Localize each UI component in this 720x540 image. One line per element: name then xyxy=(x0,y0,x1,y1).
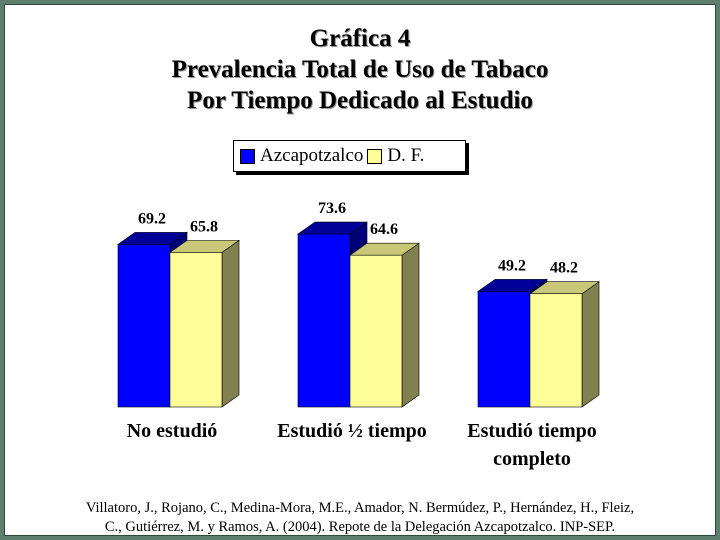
title-line-3: Por Tiempo Dedicado al Estudio xyxy=(187,87,533,114)
legend-label-azcapotzalco: Azcapotzalco xyxy=(260,145,364,166)
bar-tiempo-completo-azcapotzalco-top xyxy=(477,279,548,292)
title-line-1: Gráfica 4 xyxy=(309,25,411,52)
value-label-no-estudio-azcapotzalco: 69.2 xyxy=(138,210,166,227)
bar-medio-tiempo-df-top xyxy=(349,242,420,256)
bar-no-estudio-azcapotzalco xyxy=(117,244,171,408)
source-line-2: C., Gutiérrez, M. y Ramos, A. (2004). Re… xyxy=(104,519,616,535)
bar-no-estudio-df-top xyxy=(169,240,240,253)
bar-no-estudio-azcapotzalco-top xyxy=(117,232,188,245)
chart-legend: Azcapotzalco D. F. xyxy=(233,140,466,172)
category-label-tiempo-completo-line-2: completo xyxy=(493,448,571,470)
bar-chart: 69.2 65.8 No estudió 73.6 64.6 Estudió ½ tiem… xyxy=(117,200,600,470)
bar-tiempo-completo-azcapotzalco xyxy=(477,291,531,408)
value-label-no-estudio-df: 65.8 xyxy=(190,218,218,235)
chart-title: Gráfica 4 Prevalencia Total de Uso de Ta… xyxy=(5,23,715,116)
bar-no-estudio-df xyxy=(169,252,223,408)
bar-medio-tiempo-azcapotzalco-top xyxy=(297,221,368,235)
bar-tiempo-completo-df-side xyxy=(581,281,600,408)
bar-tiempo-completo-df-top xyxy=(529,281,600,295)
value-label-medio-tiempo-df: 64.6 xyxy=(370,221,398,238)
legend-label-df: D. F. xyxy=(387,145,425,166)
source-citation: Villatoro, J., Rojano, C., Medina-Mora, … xyxy=(25,499,695,537)
legend-item-df: D. F. xyxy=(367,145,424,167)
bar-tiempo-completo-df xyxy=(529,293,583,408)
slide-panel: Gráfica 4 Prevalencia Total de Uso de Ta… xyxy=(4,4,716,536)
source-line-1: Villatoro, J., Rojano, C., Medina-Mora, … xyxy=(85,500,635,516)
bar-no-estudio-df-side xyxy=(221,239,240,408)
bar-medio-tiempo-df-side xyxy=(401,242,420,408)
legend-swatch-df xyxy=(367,148,383,164)
value-label-tiempo-completo-df: 48.2 xyxy=(550,260,578,277)
value-label-medio-tiempo-azcapotzalco: 73.6 xyxy=(318,200,346,217)
bar-medio-tiempo-df xyxy=(349,254,403,408)
category-label-tiempo-completo-line-1: Estudió tiempo xyxy=(467,420,596,442)
legend-swatch-azcapotzalco xyxy=(240,148,255,164)
title-line-2: Prevalencia Total de Uso de Tabaco xyxy=(171,56,549,83)
legend-item-azcapotzalco: Azcapotzalco xyxy=(240,145,363,167)
value-label-tiempo-completo-azcapotzalco: 49.2 xyxy=(498,257,526,274)
category-label-no-estudio: No estudió xyxy=(127,420,218,442)
bar-medio-tiempo-azcapotzalco xyxy=(297,233,351,408)
category-label-medio-tiempo: Estudió ½ tiempo xyxy=(277,420,426,442)
